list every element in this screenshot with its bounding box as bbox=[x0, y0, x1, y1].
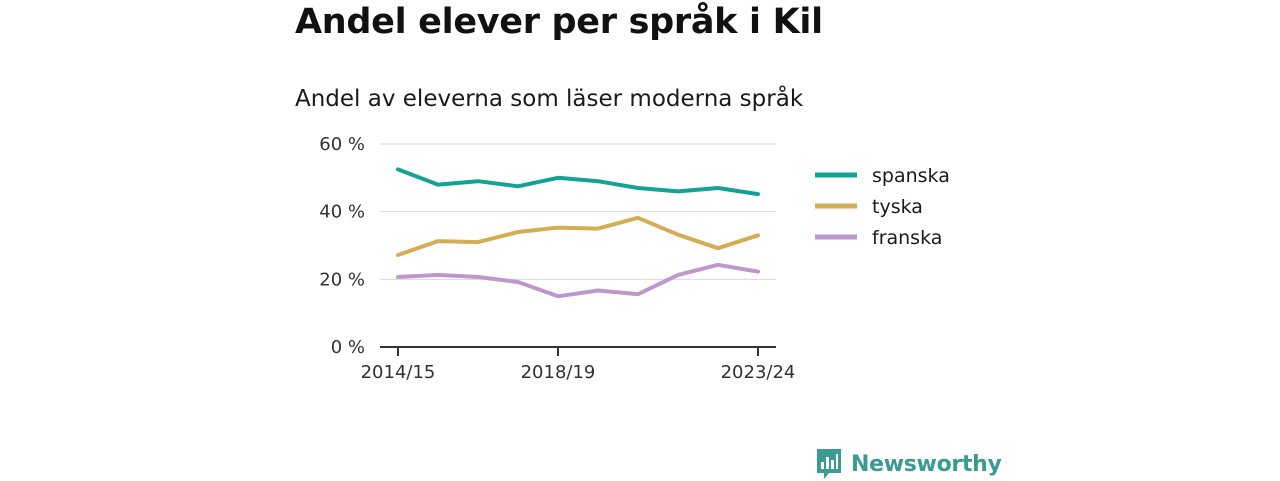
y-tick-label: 0 % bbox=[331, 337, 365, 358]
legend-label-spanska: spanska bbox=[872, 165, 950, 187]
y-tick-label: 20 % bbox=[319, 269, 365, 290]
line-chart: 0 % 20 % 40 % 60 % 2014/15 2018/19 2023/24 span… bbox=[319, 134, 950, 383]
y-tick-label: 40 % bbox=[319, 202, 365, 223]
x-tick-label: 2014/15 bbox=[361, 362, 436, 383]
legend-label-franska: franska bbox=[872, 227, 942, 249]
brand-logo: Newsworthy bbox=[815, 447, 1002, 481]
x-tick-label: 2023/24 bbox=[721, 362, 796, 383]
series-line-spanska bbox=[396, 167, 760, 197]
legend-label-tyska: tyska bbox=[872, 196, 923, 218]
chart-subtitle: Andel av eleverna som läser moderna språ… bbox=[295, 86, 804, 112]
x-tick-label: 2018/19 bbox=[521, 362, 596, 383]
series-line-tyska bbox=[396, 215, 760, 257]
chart-title: Andel elever per språk i Kil bbox=[295, 2, 823, 42]
y-tick-label: 60 % bbox=[319, 134, 365, 155]
series-line-franska bbox=[396, 262, 760, 299]
brand-name: Newsworthy bbox=[851, 451, 1002, 477]
newsworthy-logo-icon bbox=[817, 449, 841, 479]
